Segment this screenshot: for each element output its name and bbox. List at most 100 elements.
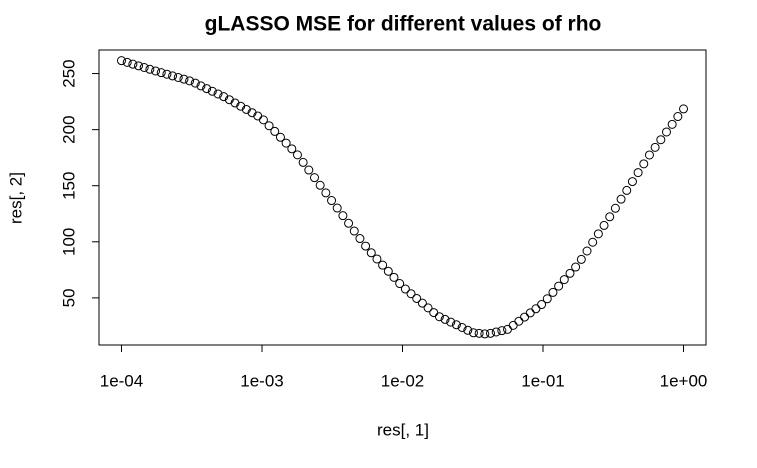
point bbox=[548, 287, 558, 297]
point bbox=[610, 203, 620, 213]
y-axis-label: res[, 2] bbox=[6, 172, 25, 224]
point bbox=[338, 211, 348, 221]
point bbox=[372, 254, 382, 264]
point bbox=[576, 254, 586, 264]
point bbox=[627, 177, 637, 187]
point bbox=[151, 66, 161, 76]
point bbox=[332, 203, 342, 213]
y-tick-label: 200 bbox=[59, 115, 78, 143]
point bbox=[134, 61, 144, 71]
point bbox=[122, 57, 132, 67]
point bbox=[485, 328, 495, 338]
y-tick-label: 100 bbox=[59, 228, 78, 256]
point bbox=[275, 132, 285, 142]
point bbox=[168, 71, 178, 81]
y-tick-label: 50 bbox=[59, 288, 78, 307]
point bbox=[355, 234, 365, 244]
point bbox=[162, 69, 172, 79]
point bbox=[661, 127, 671, 137]
point bbox=[321, 188, 331, 198]
point bbox=[173, 72, 183, 82]
point bbox=[344, 218, 354, 228]
point bbox=[139, 62, 149, 72]
point bbox=[395, 279, 405, 289]
point bbox=[213, 89, 223, 99]
point bbox=[605, 212, 615, 222]
point bbox=[156, 68, 166, 78]
point bbox=[616, 194, 626, 204]
point bbox=[366, 248, 376, 258]
point bbox=[207, 86, 217, 96]
point bbox=[633, 168, 643, 178]
point bbox=[179, 74, 189, 84]
x-tick-label: 1e+00 bbox=[660, 371, 708, 390]
point bbox=[457, 323, 467, 333]
y-tick-label: 250 bbox=[59, 59, 78, 87]
point bbox=[412, 293, 422, 303]
point bbox=[196, 81, 206, 91]
point bbox=[622, 185, 632, 195]
point bbox=[264, 121, 274, 131]
point bbox=[673, 112, 683, 122]
point bbox=[542, 294, 552, 304]
point bbox=[593, 229, 603, 239]
point bbox=[644, 150, 654, 160]
point bbox=[571, 262, 581, 272]
point bbox=[185, 76, 195, 86]
point bbox=[281, 138, 291, 148]
point bbox=[258, 115, 268, 125]
point bbox=[468, 328, 478, 338]
point bbox=[349, 226, 359, 236]
point bbox=[116, 56, 126, 66]
point bbox=[650, 142, 660, 152]
point bbox=[491, 327, 501, 337]
point bbox=[361, 241, 371, 251]
point bbox=[423, 303, 433, 313]
point bbox=[219, 92, 229, 102]
point bbox=[292, 150, 302, 160]
point bbox=[554, 281, 564, 291]
point bbox=[565, 268, 575, 278]
x-tick-label: 1e-04 bbox=[100, 371, 143, 390]
point bbox=[463, 325, 473, 335]
point bbox=[202, 84, 212, 94]
y-tick-label: 150 bbox=[59, 172, 78, 200]
point bbox=[656, 135, 666, 145]
point bbox=[679, 104, 689, 114]
point bbox=[417, 298, 427, 308]
point bbox=[451, 320, 461, 330]
point bbox=[639, 159, 649, 169]
point bbox=[537, 300, 547, 310]
point bbox=[315, 180, 325, 190]
point bbox=[304, 165, 314, 175]
point bbox=[287, 144, 297, 154]
point bbox=[383, 266, 393, 276]
point bbox=[378, 260, 388, 270]
point bbox=[559, 275, 569, 285]
point bbox=[599, 220, 609, 230]
point bbox=[389, 272, 399, 282]
point bbox=[309, 173, 319, 183]
x-axis-label: res[, 1] bbox=[377, 420, 429, 439]
point bbox=[298, 157, 308, 167]
chart-title: gLASSO MSE for different values of rho bbox=[205, 13, 602, 36]
point bbox=[667, 119, 677, 129]
point bbox=[440, 314, 450, 324]
x-tick-label: 1e-01 bbox=[521, 371, 564, 390]
point bbox=[270, 126, 280, 136]
point bbox=[531, 304, 541, 314]
point bbox=[474, 328, 484, 338]
point bbox=[406, 289, 416, 299]
point bbox=[480, 329, 490, 339]
point bbox=[400, 284, 410, 294]
point bbox=[434, 312, 444, 322]
x-tick-label: 1e-03 bbox=[240, 371, 283, 390]
point bbox=[582, 246, 592, 256]
x-tick-label: 1e-02 bbox=[381, 371, 424, 390]
point bbox=[128, 59, 138, 69]
point bbox=[497, 326, 507, 336]
point bbox=[145, 64, 155, 74]
point bbox=[588, 237, 598, 247]
